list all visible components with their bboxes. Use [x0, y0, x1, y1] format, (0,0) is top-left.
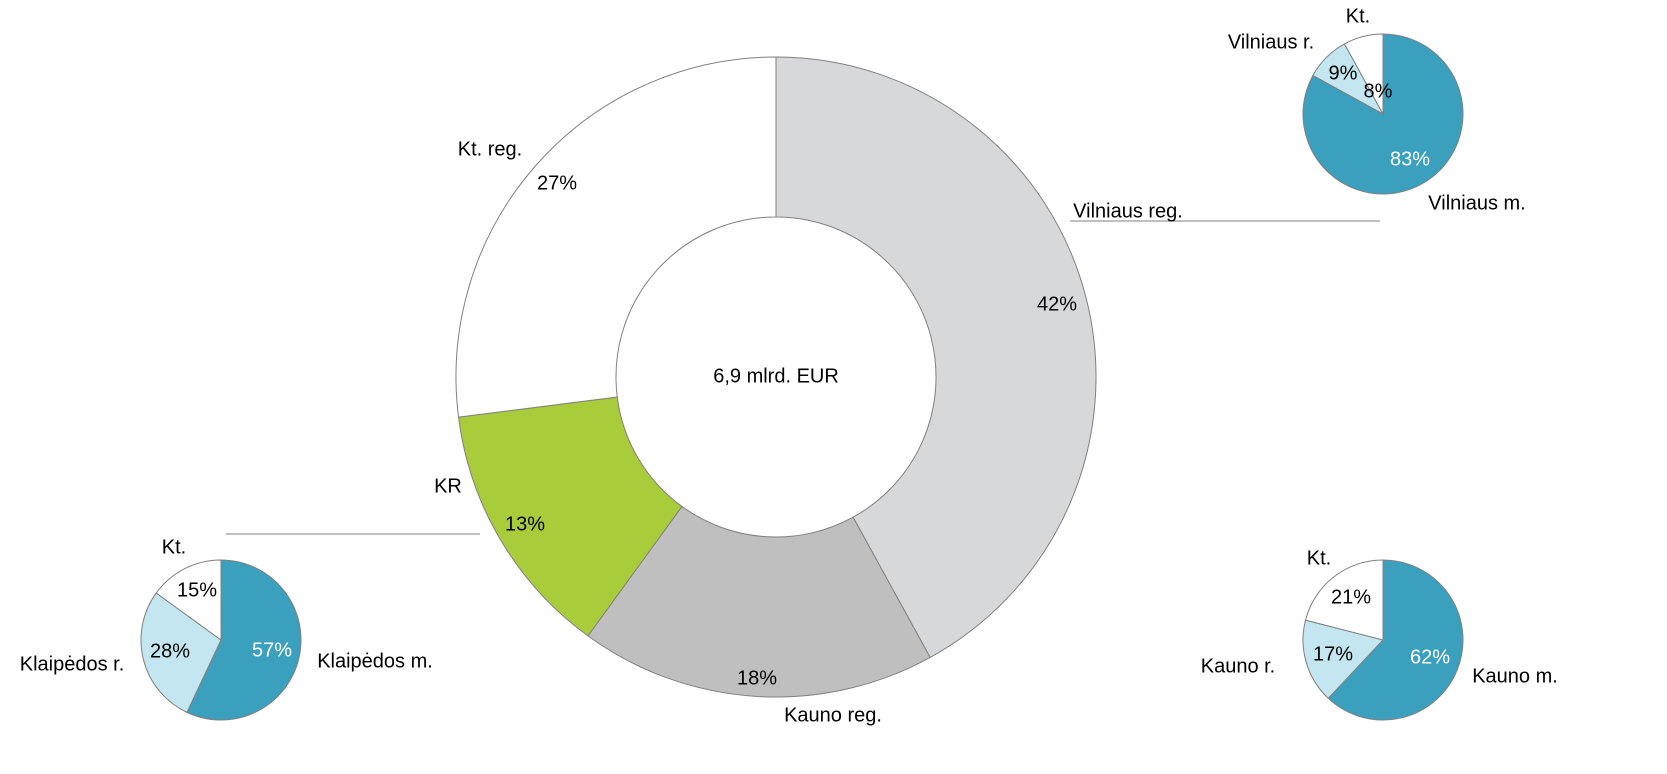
slice: [457, 396, 683, 637]
slice: [140, 592, 222, 714]
category-label: Kauno m.: [1472, 665, 1558, 687]
category-label: Kt.: [1307, 547, 1331, 569]
value-label: 57%: [252, 639, 292, 661]
slice: [186, 559, 302, 721]
category-label: Kt. reg.: [458, 138, 522, 160]
value-label: 28%: [150, 640, 190, 662]
slice: [1304, 559, 1384, 641]
slice: [455, 56, 777, 418]
category-label: Klaipėdos m.: [317, 650, 433, 672]
category-label: KR: [434, 475, 462, 497]
category-label: Vilniaus m.: [1428, 192, 1525, 214]
slice: [155, 559, 222, 641]
value-label: 15%: [177, 579, 217, 601]
value-label: 21%: [1331, 586, 1371, 608]
slice: [775, 56, 1097, 659]
category-label: Kt.: [1346, 5, 1370, 27]
category-label: Kt.: [162, 536, 186, 558]
value-label: 83%: [1390, 148, 1430, 170]
slice: [587, 505, 931, 698]
category-label: Vilniaus reg.: [1073, 200, 1183, 222]
value-label: 13%: [505, 513, 545, 535]
slice: [1327, 559, 1464, 721]
value-label: 9%: [1329, 62, 1358, 84]
category-label: Kauno r.: [1201, 655, 1276, 677]
category-label: Kauno reg.: [784, 704, 882, 726]
slice: [1343, 33, 1384, 115]
value-label: 27%: [537, 172, 577, 194]
value-label: 42%: [1037, 293, 1077, 315]
value-label: 17%: [1313, 643, 1353, 665]
value-label: 18%: [737, 667, 777, 689]
category-label: Klaipėdos r.: [20, 653, 125, 675]
value-label: 62%: [1410, 646, 1450, 668]
value-label: 8%: [1364, 80, 1393, 102]
center-label: 6,9 mlrd. EUR: [713, 365, 839, 387]
slice: [1302, 619, 1384, 700]
category-label: Vilniaus r.: [1228, 31, 1314, 53]
